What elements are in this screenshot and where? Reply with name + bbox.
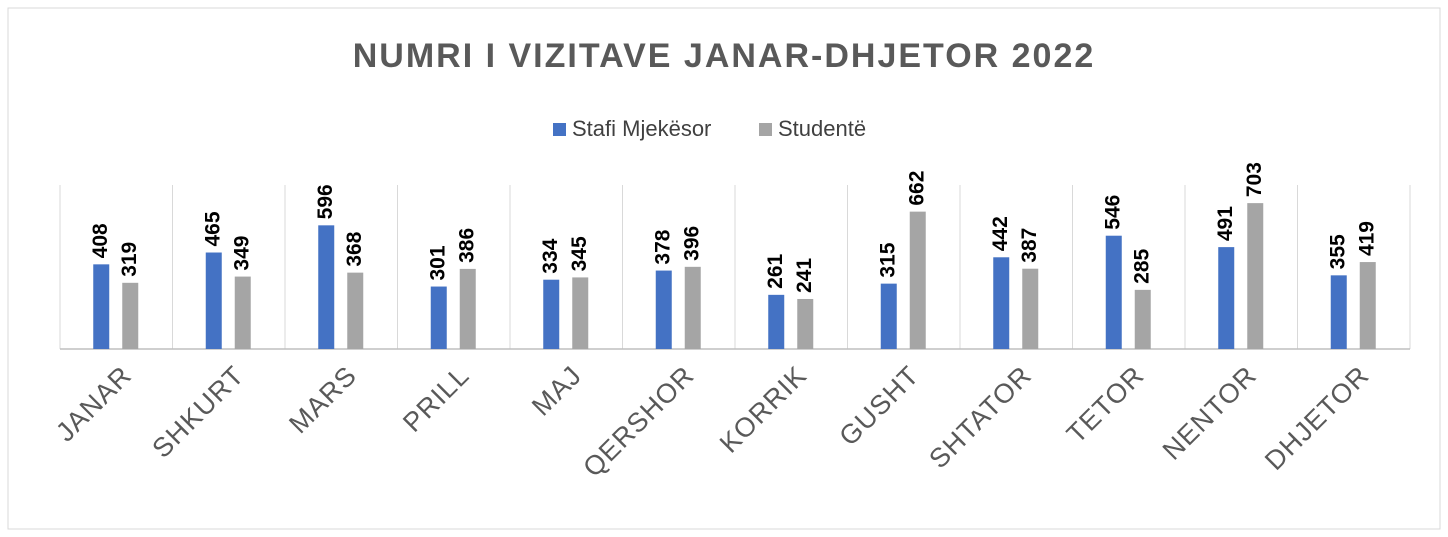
data-label: 355 [1326,234,1349,269]
data-label: 396 [680,226,703,261]
data-label: 285 [1130,249,1153,284]
data-label: 387 [1018,228,1041,263]
data-label: 378 [651,229,674,264]
chart-title: NUMRI I VIZITAVE JANAR-DHJETOR 2022 [353,37,1096,75]
bar [572,277,589,349]
data-label: 596 [314,184,337,219]
bar [430,286,447,349]
data-label: 301 [426,245,449,280]
legend-swatch [759,123,772,136]
bar [318,225,335,349]
bar [234,276,251,349]
data-label: 386 [455,228,478,263]
data-label: 349 [230,236,253,271]
bar [880,283,897,349]
data-label: 315 [876,242,899,277]
bar [768,294,785,349]
bar [122,282,139,349]
bar [543,279,560,349]
legend-label: Stafi Mjekësor [572,116,711,141]
data-label: 662 [905,171,928,206]
bar [205,252,222,349]
bar [347,272,364,349]
bar [909,211,926,349]
data-label: 546 [1101,195,1124,230]
data-label: 334 [539,238,562,273]
legend-swatch [553,123,566,136]
data-label: 703 [1243,162,1266,197]
data-label: 345 [568,236,591,271]
data-label: 419 [1355,221,1378,256]
bar [459,268,476,349]
data-label: 442 [989,216,1012,251]
bar [1330,275,1347,349]
bar [684,266,701,349]
bar [797,298,814,349]
data-label: 368 [343,231,366,266]
data-label: 491 [1214,206,1237,241]
bar [1359,262,1376,349]
bar [1022,268,1039,349]
legend-label: Studentë [778,116,866,141]
chart-frame [7,7,1441,530]
data-label: 261 [764,253,787,288]
bar [1247,203,1264,349]
bar [93,264,110,349]
data-label: 465 [201,211,224,246]
data-label: 319 [118,242,141,277]
bar [993,257,1010,349]
data-label: 241 [793,258,816,293]
bar [655,270,672,349]
data-label: 408 [89,223,112,258]
bar [1134,289,1151,349]
bar [1218,247,1235,349]
bar [1105,235,1122,349]
